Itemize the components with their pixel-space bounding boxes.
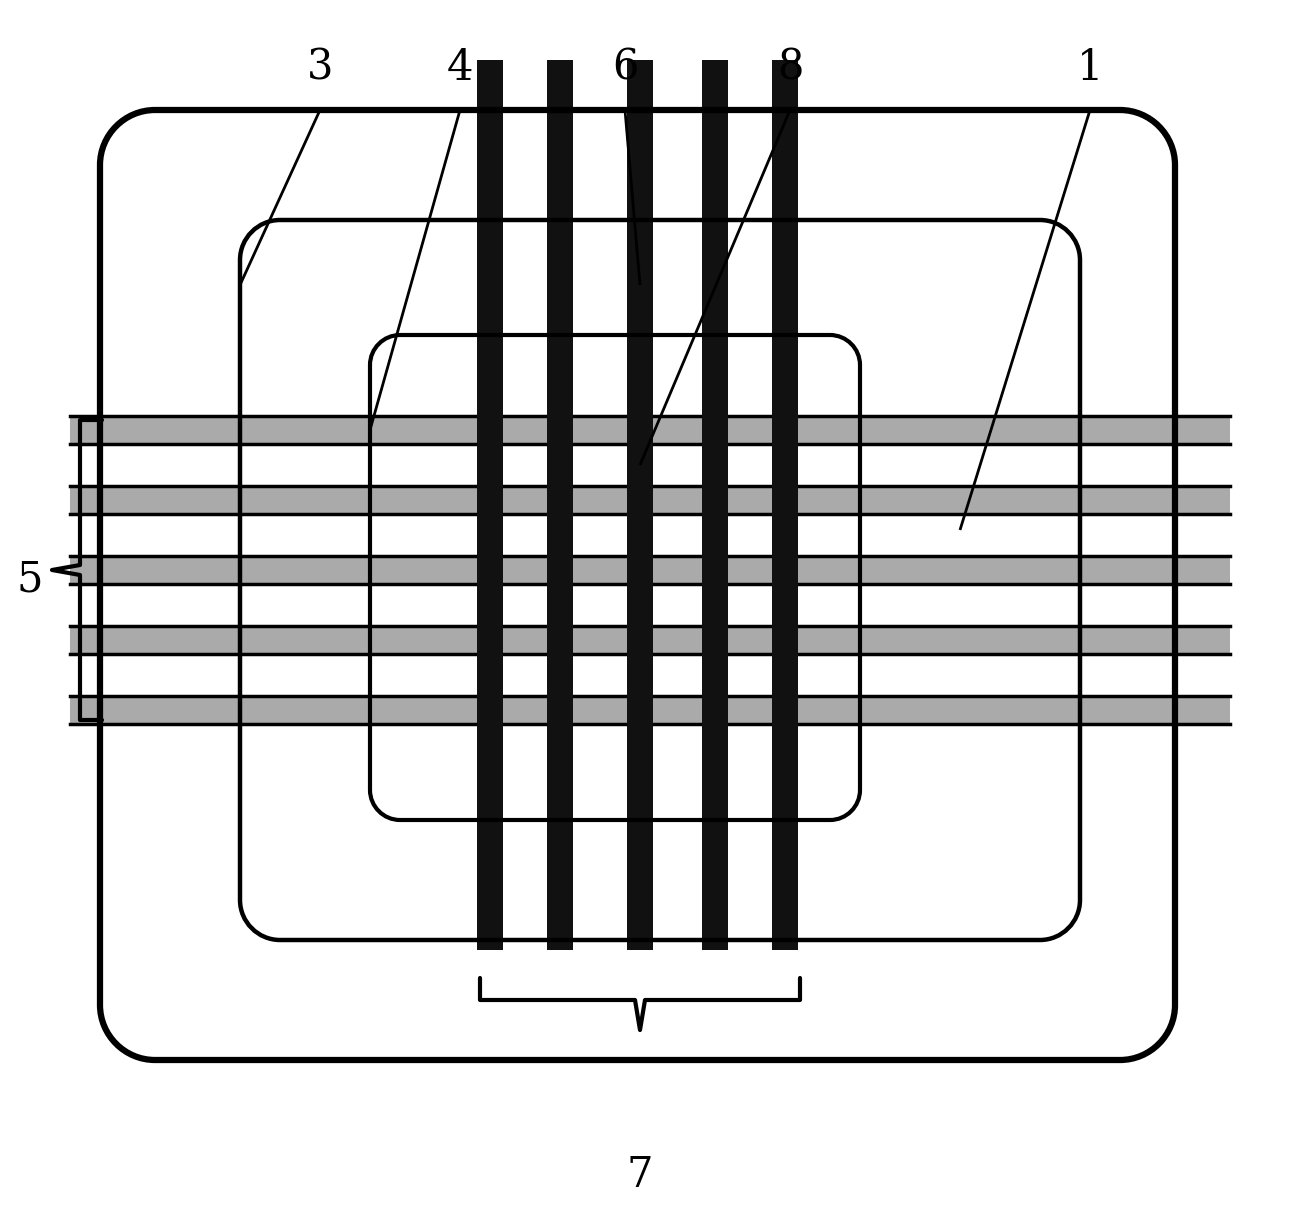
Bar	[547, 60, 573, 950]
Bar	[627, 60, 653, 950]
Text: 7: 7	[627, 1154, 653, 1196]
Text: 8: 8	[777, 47, 803, 89]
Text: 3: 3	[307, 47, 333, 89]
Bar	[477, 60, 503, 950]
Bar	[70, 556, 1230, 584]
Text: 5: 5	[17, 559, 43, 601]
Text: 1: 1	[1076, 47, 1104, 89]
Bar	[772, 60, 798, 950]
Bar	[70, 416, 1230, 444]
Bar	[70, 626, 1230, 654]
Text: 4: 4	[447, 47, 473, 89]
Bar	[70, 485, 1230, 514]
Bar	[702, 60, 728, 950]
Bar	[70, 696, 1230, 724]
Text: 6: 6	[612, 47, 638, 89]
